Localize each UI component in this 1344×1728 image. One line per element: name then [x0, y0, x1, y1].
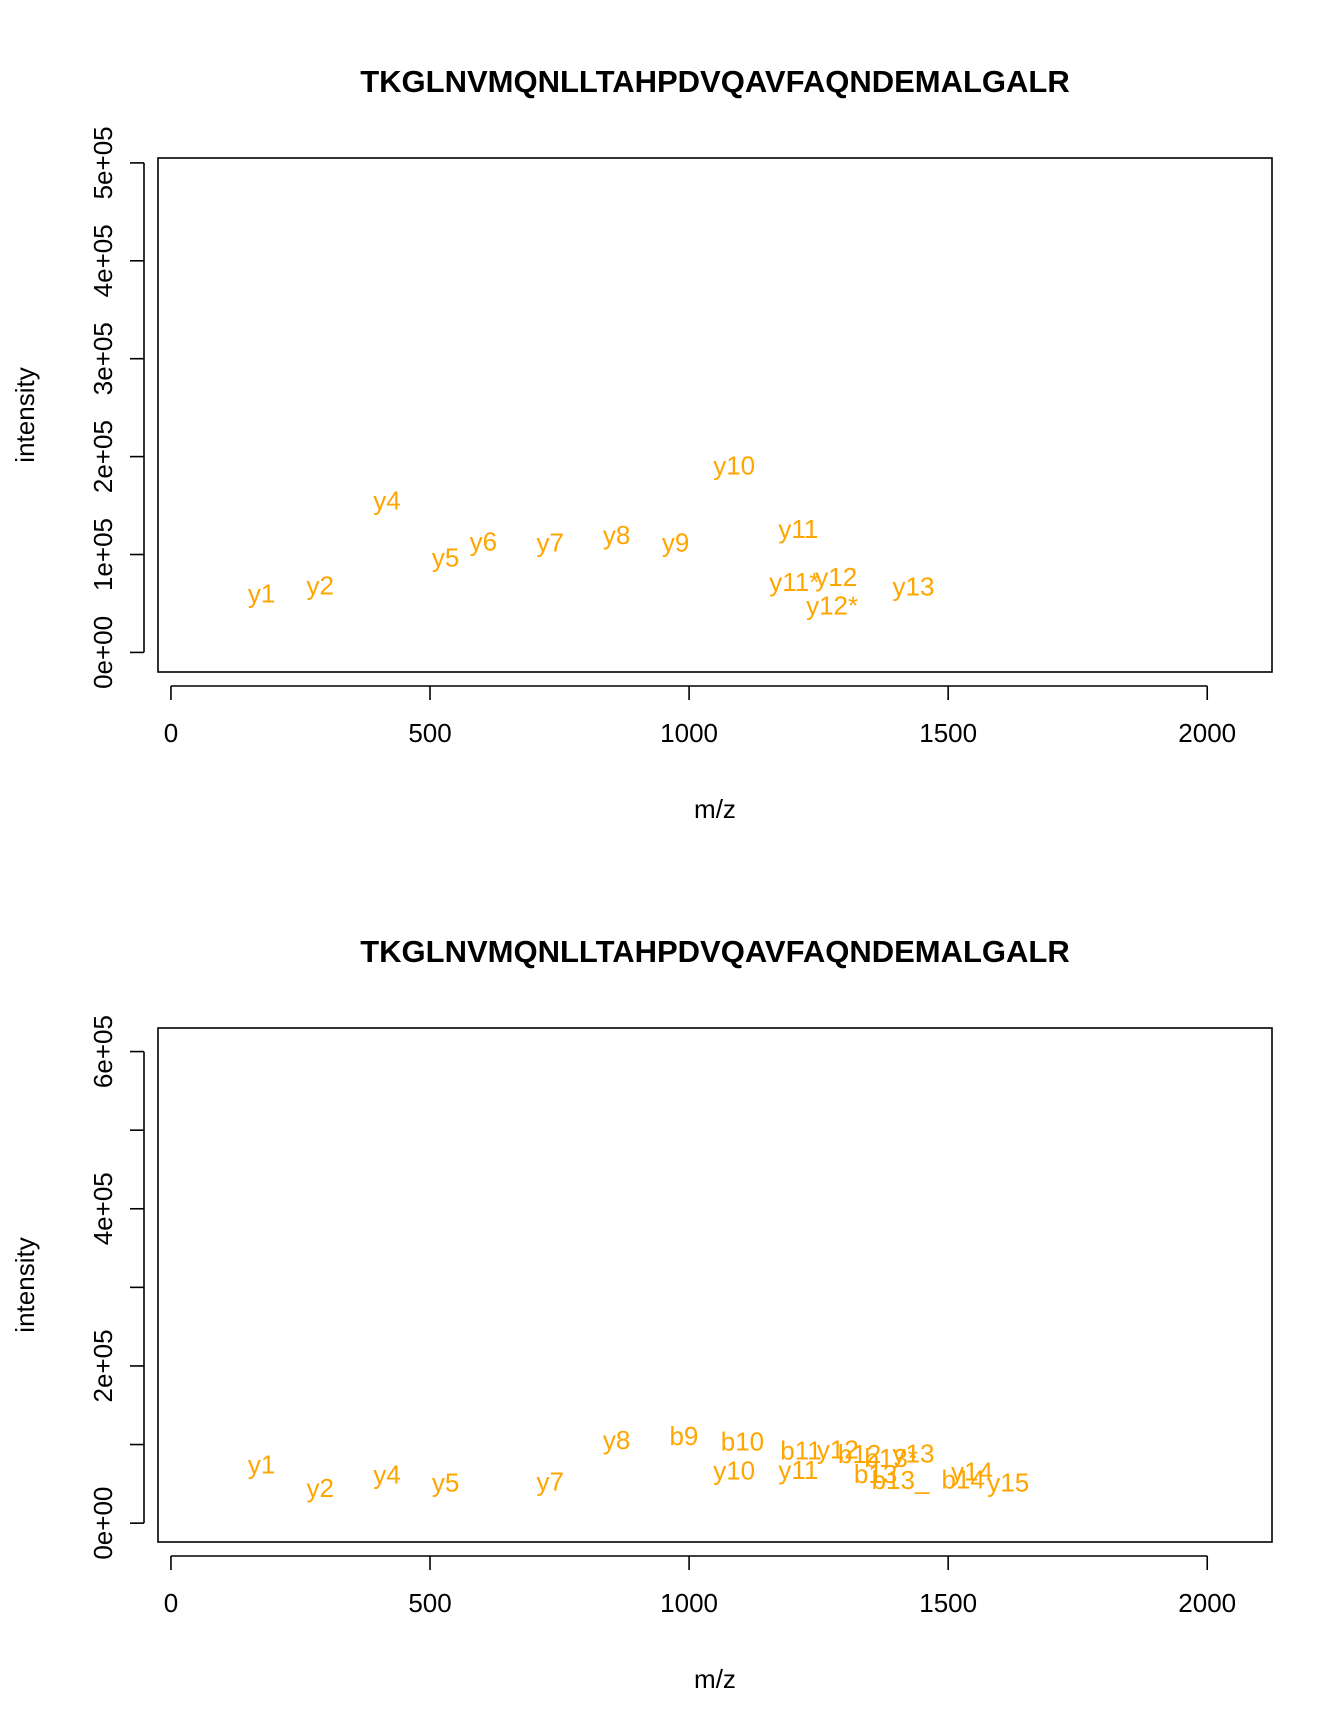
chart2-peak-label: y2 — [306, 1473, 333, 1503]
chart1-peak-label: y1 — [248, 579, 275, 609]
chart1-x-tick-label: 2000 — [1178, 718, 1236, 748]
chart1-plot-frame — [157, 157, 1273, 673]
chart2-peak-label: b10 — [721, 1427, 764, 1457]
chart2-y-tick-label: 2e+05 — [88, 1329, 118, 1402]
chart2-y-tick-label: 4e+05 — [88, 1172, 118, 1245]
chart1-peak-label: y12 — [815, 562, 857, 592]
chart1-peak-label: y4 — [373, 485, 400, 515]
chart2-peak-label: y5 — [432, 1468, 459, 1498]
chart1-y-tick-label: 0e+00 — [88, 616, 118, 689]
chart1-y-tick-label: 2e+05 — [88, 420, 118, 493]
chart2-peak-label: b12 — [838, 1439, 881, 1469]
chart2-peak-label: y8 — [603, 1425, 630, 1455]
chart1-y-tick-label: 3e+05 — [88, 322, 118, 395]
chart1-y-tick-label: 5e+05 — [88, 126, 118, 199]
chart2-peak-label: y14 — [951, 1456, 993, 1486]
chart2-peak-label: y13 — [892, 1438, 934, 1468]
chart1-title: TKGLNVMQNLLTAHPDVQAVFAQNDEMALGALR — [360, 64, 1070, 99]
chart1-peak-label: y12* — [806, 590, 858, 620]
chart2-peak-label: y11 — [778, 1455, 818, 1485]
chart1-y-tick-label: 4e+05 — [88, 224, 118, 297]
chart2-y-tick-label: 0e+00 — [88, 1487, 118, 1560]
chart2-peak-label: b13 — [854, 1459, 897, 1489]
chart2-peak-label: y12 — [817, 1434, 859, 1464]
chart2-y-tick-label: 6e+05 — [88, 1015, 118, 1088]
chart2-peak-label: y7 — [536, 1467, 563, 1497]
chart1-x-tick-label: 1000 — [660, 718, 718, 748]
chart1-peak-label: y8 — [603, 520, 630, 550]
chart2-x-tick-label: 0 — [164, 1588, 178, 1618]
chart2-peak-label: b13_ — [872, 1465, 930, 1495]
chart1-y-tick-label: 1e+05 — [88, 518, 118, 591]
chart1-peak-label: y9 — [662, 528, 689, 558]
chart1-peak-label: y11 — [778, 514, 818, 544]
chart1-peak-label: y5 — [432, 542, 459, 572]
chart2-plot-frame — [157, 1027, 1273, 1543]
chart2-x-tick-label: 2000 — [1178, 1588, 1236, 1618]
chart2-peak-label: b13* — [864, 1443, 918, 1473]
chart1-peak-label: y13 — [892, 572, 934, 602]
chart2-peak-label: y10 — [713, 1456, 755, 1486]
chart2-peak-label: b11 — [780, 1435, 821, 1465]
chart2-x-tick-label: 1500 — [919, 1588, 977, 1618]
chart2-y-axis-label: intensity — [10, 1237, 40, 1332]
chart1-x-tick-label: 1500 — [919, 718, 977, 748]
chart2-x-axis-label: m/z — [694, 1664, 736, 1694]
chart1-peak-label: y2 — [306, 571, 333, 601]
chart1-peak-label: y10 — [713, 450, 755, 480]
chart1-x-axis-label: m/z — [694, 794, 736, 824]
chart1-peak-label: y11* — [769, 567, 819, 597]
chart1-peak-label: y6 — [470, 527, 497, 557]
chart2-peak-label: y15 — [987, 1468, 1029, 1498]
chart1-peak-label: y7 — [536, 528, 563, 558]
chart1-x-tick-label: 500 — [408, 718, 451, 748]
chart2-x-tick-label: 500 — [408, 1588, 451, 1618]
chart2-title: TKGLNVMQNLLTAHPDVQAVFAQNDEMALGALR — [360, 934, 1070, 969]
chart2-peak-label: y1 — [248, 1449, 275, 1479]
chart1-y-axis-label: intensity — [10, 367, 40, 462]
chart2-peak-label: b9 — [669, 1421, 698, 1451]
chart2-peak-label: b14 — [941, 1464, 984, 1494]
chart2-peak-label: y4 — [373, 1460, 400, 1490]
chart1-x-tick-label: 0 — [164, 718, 178, 748]
chart2-x-tick-label: 1000 — [660, 1588, 718, 1618]
